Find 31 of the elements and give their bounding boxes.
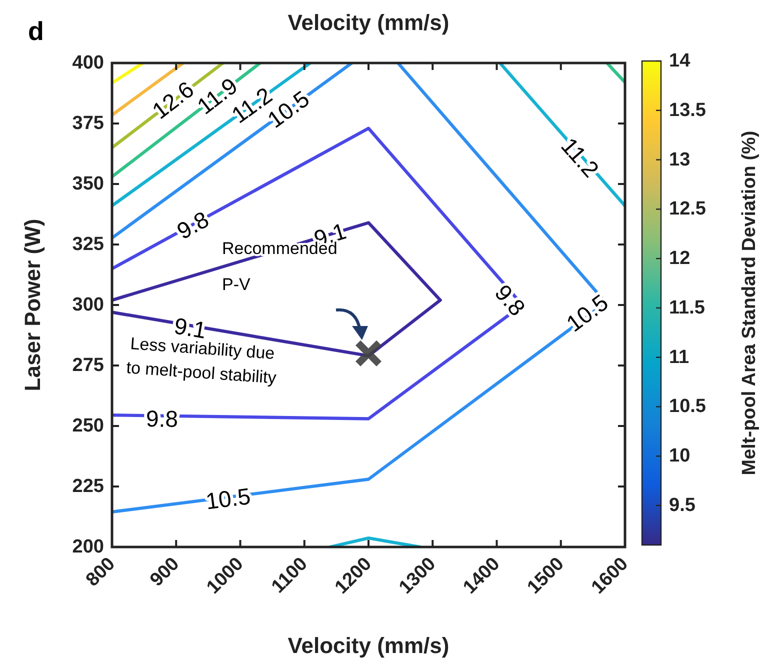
text: d: [28, 16, 44, 46]
color-bar-label: 10.5: [669, 396, 706, 418]
annotation: P-V: [222, 275, 251, 294]
annotation: 10.5: [204, 482, 252, 514]
y-tick-label: 300: [72, 294, 104, 316]
color-bar-label: 11: [669, 346, 690, 368]
color-bar-label: 13.5: [669, 100, 706, 121]
annotation: 9.8: [172, 206, 214, 244]
y-tick-label: 325: [72, 234, 104, 255]
color-bar-label: 12.5: [669, 198, 706, 220]
color-bar-title: Melt-pool Area Standard Deviation (%): [739, 130, 760, 476]
y-tick-label: 250: [72, 416, 104, 436]
annotation: 9.8: [490, 280, 531, 321]
annotation: 10.5: [561, 289, 613, 337]
y-tick-label: 275: [72, 355, 104, 376]
color-bar-label: 12: [669, 248, 690, 270]
color-bar-label: 10: [669, 446, 690, 467]
color-bar-label: 14: [669, 50, 691, 72]
color-bar-label: 13: [669, 149, 690, 170]
annotation: 12.6: [147, 76, 199, 124]
color-bar-label: 9.5: [669, 494, 696, 516]
y-axis-title: Laser Power (W): [20, 218, 45, 392]
y-tick-label: 225: [72, 476, 104, 497]
annotation: 11.2: [556, 132, 604, 182]
y-tick-label: 350: [72, 174, 104, 194]
y-tick-label: 375: [72, 113, 104, 134]
x2-axis-title: Velocity (mm/s): [288, 10, 450, 35]
x-tick-label: 900: [146, 554, 184, 591]
y-tick-label: 400: [72, 52, 104, 74]
x-axis-title: Velocity (mm/s): [288, 633, 450, 658]
color-bar-label: 11.5: [669, 297, 706, 318]
